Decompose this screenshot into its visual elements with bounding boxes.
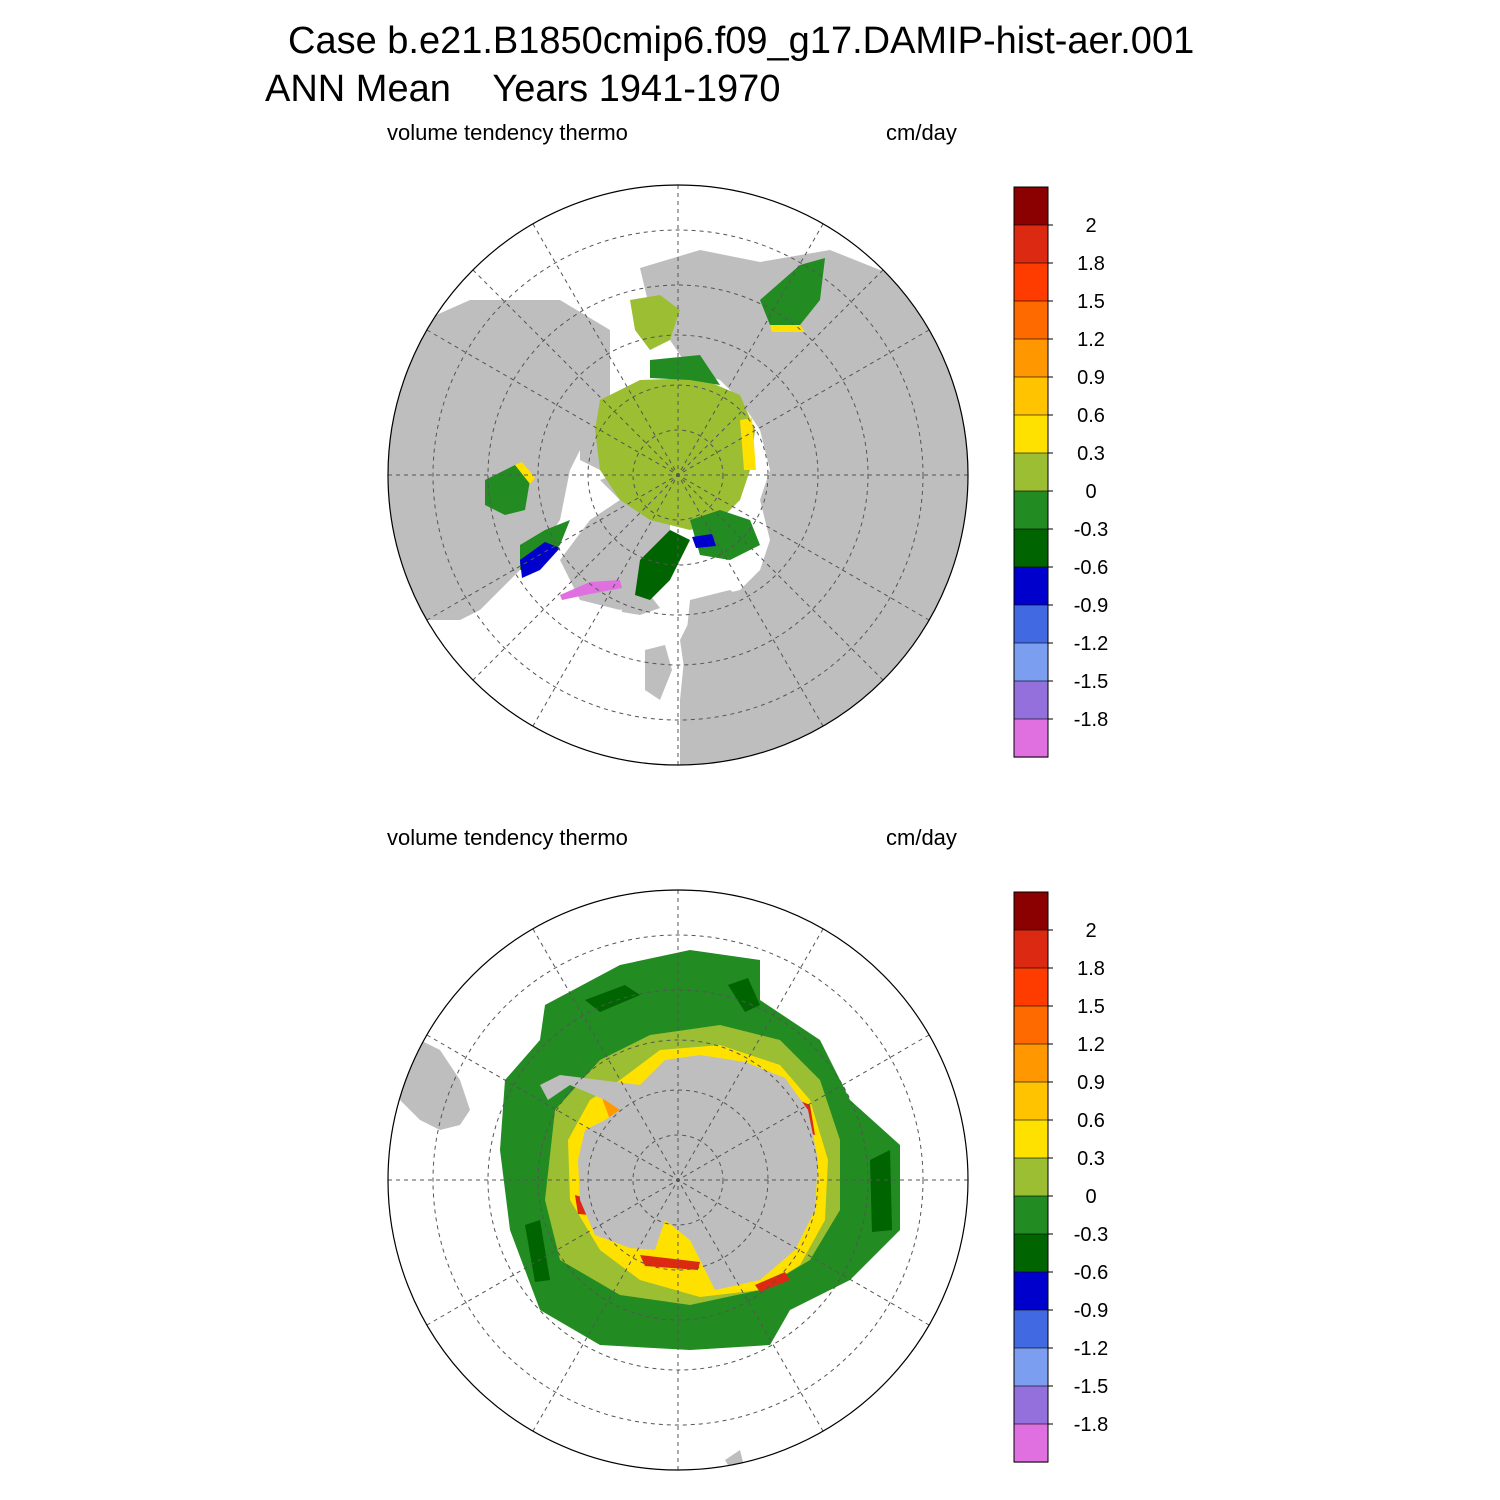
south-colorbar-tick-label: 0.6	[1077, 1110, 1105, 1132]
south-colorbar-swatch	[1013, 1423, 1049, 1463]
north-colorbar-tick-label: 0.6	[1077, 405, 1105, 427]
north-colorbar-tick-label: 1.2	[1077, 329, 1105, 351]
north-colorbar-tick-label: -1.8	[1074, 709, 1108, 731]
south-colorbar-swatch	[1013, 1385, 1049, 1425]
south-colorbar-tick-label: 2	[1085, 920, 1096, 942]
north-ice-siberian-margin	[740, 418, 756, 470]
south-map-border	[387, 889, 969, 1471]
north-colorbar-tick-label: 0	[1085, 481, 1096, 503]
figure-title-line-2: ANN Mean Years 1941-1970	[265, 68, 781, 110]
north-colorbar-frame	[1013, 186, 1049, 758]
north-land-north-america	[388, 300, 610, 620]
north-units-label: cm/day	[886, 120, 957, 145]
south-colorbar-swatch	[1013, 967, 1049, 1007]
south-land-antarctica	[540, 1055, 818, 1290]
south-colorbar-tick-label: -0.3	[1074, 1224, 1108, 1246]
south-colorbar-frame	[1013, 891, 1049, 1463]
north-ice-central-arctic	[595, 378, 755, 530]
north-ice-hudson-margin	[515, 462, 535, 484]
north-land-britain	[645, 645, 672, 700]
south-colorbar-swatch	[1013, 1233, 1049, 1273]
south-colorbar-tick-label: -0.9	[1074, 1300, 1108, 1322]
south-colorbar-swatch	[1013, 1347, 1049, 1387]
south-ice-thickening-west	[525, 1220, 550, 1282]
north-colorbar-tick-label: 1.5	[1077, 291, 1105, 313]
north-ice-labrador-loss	[520, 542, 560, 578]
north-colorbar-tick-label: 2	[1085, 215, 1096, 237]
north-ice-barents-sea	[690, 510, 760, 560]
north-ice-east-greenland	[635, 530, 690, 600]
north-graticule	[388, 185, 968, 765]
north-colorbar-tick-label: -0.9	[1074, 595, 1108, 617]
north-colorbar-tick-label: -1.2	[1074, 633, 1108, 655]
north-colorbar-swatch	[1013, 680, 1049, 720]
south-colorbar-tick-label: 1.2	[1077, 1034, 1105, 1056]
north-colorbar-swatch	[1013, 528, 1049, 568]
north-colorbar-tick-label: 0.3	[1077, 443, 1105, 465]
north-colorbar-swatch	[1013, 452, 1049, 492]
north-polar-map	[387, 184, 969, 766]
north-colorbar-swatch	[1013, 414, 1049, 454]
north-colorbar-swatch	[1013, 604, 1049, 644]
north-map-border	[387, 184, 969, 766]
north-colorbar-swatch	[1013, 376, 1049, 416]
north-ice-greenland-sea-loss	[560, 580, 622, 600]
south-colorbar-swatch	[1013, 1005, 1049, 1045]
south-colorbar-swatch	[1013, 929, 1049, 969]
north-colorbar-tick-label: -0.6	[1074, 557, 1108, 579]
south-graticule	[388, 890, 968, 1470]
south-ice-coastal-red-weddell	[640, 1255, 700, 1270]
north-ice-sea-of-okhotsk	[760, 258, 825, 325]
south-colorbar-tick-label: 0	[1085, 1186, 1096, 1208]
south-colorbar-tick-label: -1.8	[1074, 1414, 1108, 1436]
north-colorbar-tick-label: 1.8	[1077, 253, 1105, 275]
north-colorbar-swatch	[1013, 224, 1049, 264]
north-colorbar-tick-label: 0.9	[1077, 367, 1105, 389]
north-colorbar-tick-label: -1.5	[1074, 671, 1108, 693]
north-colorbar-swatch	[1013, 718, 1049, 758]
south-colorbar-swatch	[1013, 1119, 1049, 1159]
north-colorbar-swatch	[1013, 186, 1049, 226]
south-colorbar-tick-label: 0.3	[1077, 1148, 1105, 1170]
south-ice-thickening-east	[870, 1150, 892, 1232]
north-colorbar-tick-label: -0.3	[1074, 519, 1108, 541]
figure-title-line-1: Case b.e21.B1850cmip6.f09_g17.DAMIP-hist…	[288, 20, 1195, 62]
south-polar-map	[387, 889, 969, 1471]
south-land-south-america	[400, 1040, 470, 1130]
south-colorbar-tick-label: -0.6	[1074, 1262, 1108, 1284]
south-colorbar-swatch	[1013, 1271, 1049, 1311]
south-ice-thickening-ne	[728, 978, 760, 1012]
north-ice-barents-loss	[692, 534, 716, 548]
north-ice-hudson-bay	[485, 465, 530, 515]
south-colorbar-tick-label: 1.5	[1077, 996, 1105, 1018]
north-colorbar-swatch	[1013, 642, 1049, 682]
south-colorbar-swatch	[1013, 1043, 1049, 1083]
north-colorbar-swatch	[1013, 566, 1049, 606]
north-ice-bering-region	[630, 295, 680, 350]
north-ice-okhotsk-margin	[770, 325, 805, 332]
south-colorbar-tick-label: 0.9	[1077, 1072, 1105, 1094]
south-colorbar-swatch	[1013, 1309, 1049, 1349]
north-colorbar-swatch	[1013, 338, 1049, 378]
south-colorbar-swatch	[1013, 1195, 1049, 1235]
south-variable-label: volume tendency thermo	[387, 825, 628, 850]
north-land-europe	[680, 590, 770, 765]
south-colorbar-tick-label: -1.2	[1074, 1338, 1108, 1360]
south-ice-thickening-north	[585, 985, 640, 1012]
south-colorbar-tick-label: 1.8	[1077, 958, 1105, 980]
south-units-label: cm/day	[886, 825, 957, 850]
south-ice-coastal-red-se	[755, 1272, 790, 1292]
south-colorbar-swatch	[1013, 1081, 1049, 1121]
south-colorbar-tick-label: -1.5	[1074, 1376, 1108, 1398]
south-colorbar-swatch	[1013, 1157, 1049, 1197]
north-colorbar-swatch	[1013, 300, 1049, 340]
north-colorbar-swatch	[1013, 490, 1049, 530]
north-ice-siberian-shelf	[650, 355, 720, 385]
south-colorbar-swatch	[1013, 891, 1049, 931]
north-variable-label: volume tendency thermo	[387, 120, 628, 145]
south-colorbar: 2 1.8 1.5 1.2 0.9 0.6 0.3 0 -0.3 -0.6 -0.9 -1.2 -1.5…	[1013, 891, 1108, 1463]
north-colorbar: 2 1.8 1.5 1.2 0.9 0.6 0.3 0 -0.3 -0.6 -0.9 -1.2 -1.5…	[1013, 186, 1108, 758]
north-colorbar-swatch	[1013, 262, 1049, 302]
